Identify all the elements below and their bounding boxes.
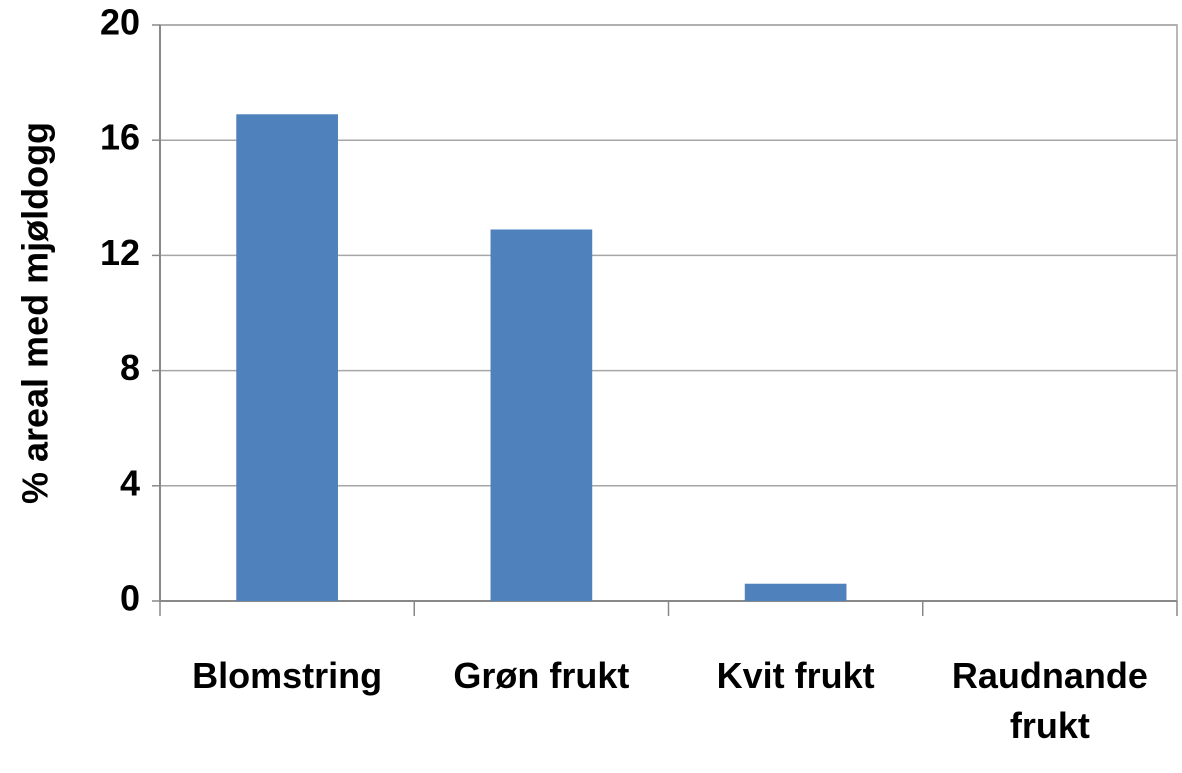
x-tick-label: Kvit frukt: [716, 655, 875, 696]
y-tick-label: 0: [120, 578, 140, 619]
bar: [490, 229, 593, 602]
y-tick-label: 20: [100, 2, 140, 43]
y-tick-label: 8: [120, 347, 140, 388]
bar: [236, 114, 338, 601]
x-tick-label: Blomstring: [192, 655, 383, 696]
y-tick-label: 12: [100, 232, 140, 273]
x-tick-label: Grøn frukt: [453, 655, 630, 696]
bar: [744, 583, 847, 601]
y-axis-title: % areal med mjøldogg: [15, 122, 56, 504]
x-tick-label: Raudnande frukt: [951, 655, 1148, 746]
y-tick-label: 4: [120, 462, 140, 503]
y-tick-label: 16: [100, 117, 140, 158]
